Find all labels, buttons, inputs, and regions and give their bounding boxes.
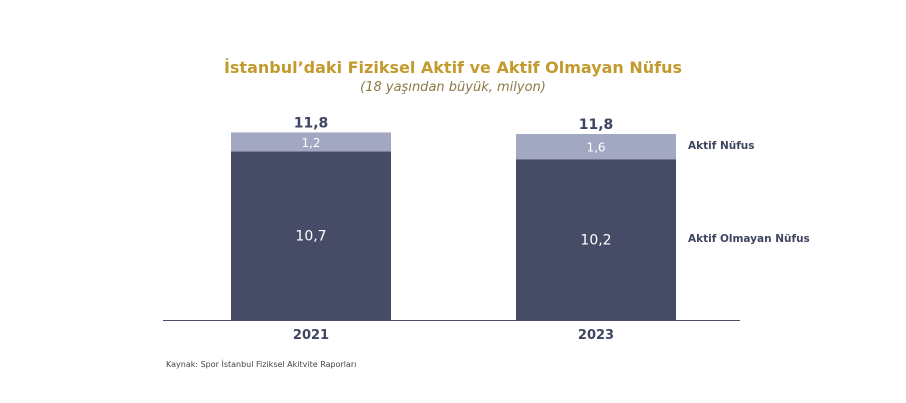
source-note: Kaynak: Spor İstanbul Fiziksel Akitvite …: [166, 360, 357, 369]
total-label: 11,8: [294, 115, 329, 131]
chart-subtitle: (18 yaşından büyük, milyon): [360, 80, 546, 95]
bar-segment: [231, 132, 391, 152]
data-label: 10,2: [580, 233, 611, 249]
bar-segment: [231, 151, 391, 320]
legend-label: Aktif Olmayan Nüfus: [688, 233, 810, 245]
legend-label: Aktif Nüfus: [688, 140, 755, 152]
data-label: 1,6: [586, 141, 605, 155]
x-tick-label: 2023: [578, 328, 614, 343]
bar-segment: [516, 134, 676, 160]
data-label: 1,2: [301, 136, 320, 150]
total-label: 11,8: [579, 117, 614, 133]
data-label: 10,7: [295, 229, 326, 245]
x-tick-label: 2021: [293, 328, 329, 343]
chart-title: İstanbul’daki Fiziksel Aktif ve Aktif Ol…: [223, 58, 683, 77]
bar-segment: [516, 159, 676, 320]
